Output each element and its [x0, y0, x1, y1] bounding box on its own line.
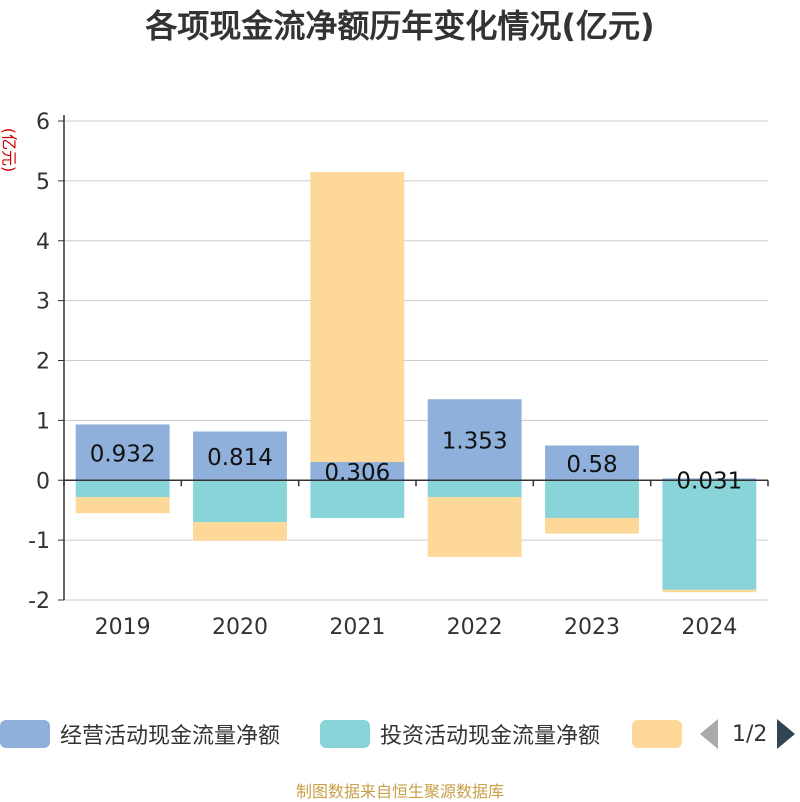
- bar-2024-series-1: [662, 480, 757, 590]
- y-tick-label: 0: [36, 469, 50, 494]
- bar-2024-series-2: [662, 589, 757, 593]
- data-label: 1.353: [442, 429, 508, 455]
- bar-2020-series-2: [193, 522, 287, 541]
- x-tick-label: 2023: [564, 615, 620, 640]
- x-tick-label: 2021: [329, 615, 385, 640]
- bars: [75, 172, 757, 593]
- legend-swatch-operating: [0, 720, 50, 748]
- data-labels: 0.932 0.814 0.306 1.353 0.58 0.031: [90, 429, 743, 495]
- bar-2019-series-1: [75, 480, 170, 498]
- y-tick-label: 2: [36, 350, 50, 375]
- y-tick-label: 5: [36, 170, 50, 195]
- chart-plot: -2 -1 0 1 2 3 4 5 6 2019 2020 2021 2022 2023 2024 0.93…: [28, 110, 769, 640]
- bar-2022-series-1: [427, 480, 522, 498]
- data-label: 0.58: [566, 452, 617, 478]
- legend-swatch-financing: [632, 720, 682, 748]
- axes: -2 -1 0 1 2 3 4 5 6 2019 2020 2021 2022 2023 2024: [28, 110, 769, 640]
- y-tick-label: 6: [36, 110, 50, 135]
- bar-2021-series-1: [310, 480, 405, 518]
- y-tick-label: 4: [36, 230, 50, 255]
- bar-2020-series-1: [193, 480, 287, 523]
- bar-2020-series-0: [193, 431, 287, 481]
- bar-2021-series-0: [310, 461, 405, 481]
- bar-2023-series-1: [545, 480, 639, 518]
- data-source-note: 制图数据来自恒生聚源数据库: [295, 782, 504, 801]
- bar-2023-series-0: [545, 445, 639, 481]
- y-tick-label: 3: [36, 290, 50, 315]
- legend-pager: 1/2: [700, 716, 796, 752]
- y-tick-label: -2: [28, 589, 50, 614]
- bar-2019-series-2: [75, 497, 170, 514]
- data-label: 0.814: [207, 445, 273, 471]
- x-tick-label: 2024: [681, 615, 737, 640]
- legend: 经营活动现金流量净额 投资活动现金流量净额 1/2: [0, 716, 800, 752]
- bar-2024-series-0: [662, 478, 757, 481]
- x-tick-label: 2022: [447, 615, 503, 640]
- data-label: 0.031: [676, 468, 742, 494]
- pager-prev-icon[interactable]: [700, 719, 718, 749]
- pager-next-icon[interactable]: [777, 719, 796, 749]
- legend-item-financing[interactable]: [632, 716, 682, 752]
- bar-2022-series-2: [427, 497, 522, 557]
- data-label: 0.306: [324, 460, 390, 486]
- x-tick-label: 2019: [95, 615, 151, 640]
- bar-2019-series-0: [75, 424, 170, 481]
- data-label: 0.932: [90, 441, 156, 467]
- bar-2021-series-2: [310, 172, 405, 462]
- pager-page-text: 1/2: [732, 721, 768, 747]
- x-tick-label: 2020: [212, 615, 268, 640]
- bar-2022-series-0: [427, 399, 522, 481]
- legend-swatch-investing: [320, 720, 370, 748]
- legend-label-investing: 投资活动现金流量净额: [380, 724, 601, 749]
- bar-2023-series-2: [545, 517, 639, 534]
- y-tick-label: -1: [28, 529, 50, 554]
- chart-title: 各项现金流净额历年变化情况(亿元): [145, 7, 655, 45]
- legend-label-operating: 经营活动现金流量净额: [60, 724, 281, 749]
- legend-item-investing[interactable]: 投资活动现金流量净额: [320, 716, 600, 752]
- y-tick-label: 1: [36, 409, 50, 434]
- legend-item-operating[interactable]: 经营活动现金流量净额: [0, 716, 280, 752]
